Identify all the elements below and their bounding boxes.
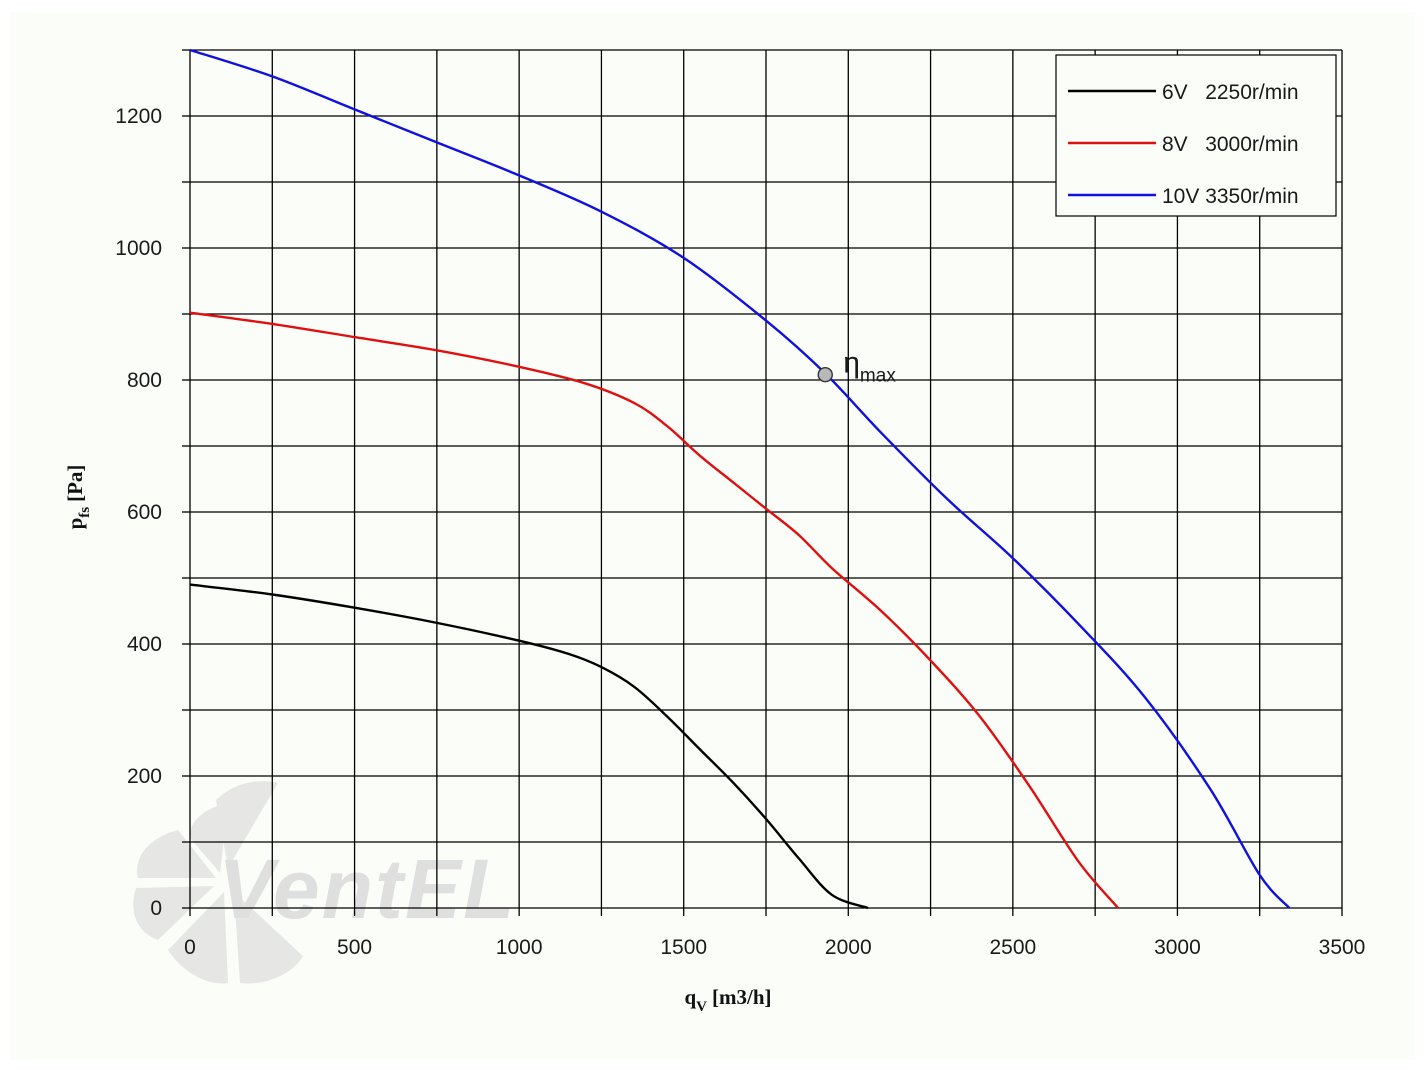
- series-line-2: [189, 311, 1120, 909]
- x-tick-label: 500: [337, 936, 372, 959]
- x-tick-label: 3000: [1154, 936, 1201, 959]
- legend-label-1: 6V 2250r/min: [1162, 81, 1299, 104]
- x-tick-label: 3500: [1319, 936, 1366, 959]
- ventel-watermark-logo: VentEL: [133, 781, 516, 984]
- y-tick-label: 400: [127, 633, 162, 656]
- x-tick-label: 2000: [825, 936, 872, 959]
- x-tick-label: 1000: [496, 936, 543, 959]
- eta-max-label: ηmax: [843, 347, 896, 387]
- eta-max-point: [817, 367, 833, 383]
- y-tick-label: 200: [127, 765, 162, 788]
- annotations: ηmax: [817, 347, 896, 387]
- legend-box: [1055, 54, 1337, 217]
- x-axis-title: qV [m3/h]: [684, 985, 771, 1015]
- watermark-text: VentEL: [218, 842, 516, 936]
- y-axis-title: pfs[Pa]: [63, 465, 93, 530]
- y-tick-label: 0: [150, 897, 162, 920]
- legend: 6V 2250r/min 8V 3000r/min 10V 3350r/min: [1055, 54, 1337, 217]
- y-tick-label: 600: [127, 501, 162, 524]
- x-tick-label: 2500: [989, 936, 1036, 959]
- legend-label-2: 8V 3000r/min: [1162, 133, 1299, 156]
- y-tick-label: 1200: [115, 105, 162, 128]
- x-tick-label: 1500: [660, 936, 707, 959]
- x-tick-label: 0: [184, 936, 196, 959]
- x-axis-ticks: 0 500 1000 1500 2000 2500 3000 3500: [184, 936, 1365, 959]
- y-tick-label: 1000: [115, 237, 162, 260]
- y-tick-label: 800: [127, 369, 162, 392]
- series-line-1: [189, 583, 869, 910]
- y-axis-ticks: 0 200 400 600 800 1000 1200: [115, 105, 162, 920]
- legend-label-3: 10V 3350r/min: [1162, 185, 1299, 208]
